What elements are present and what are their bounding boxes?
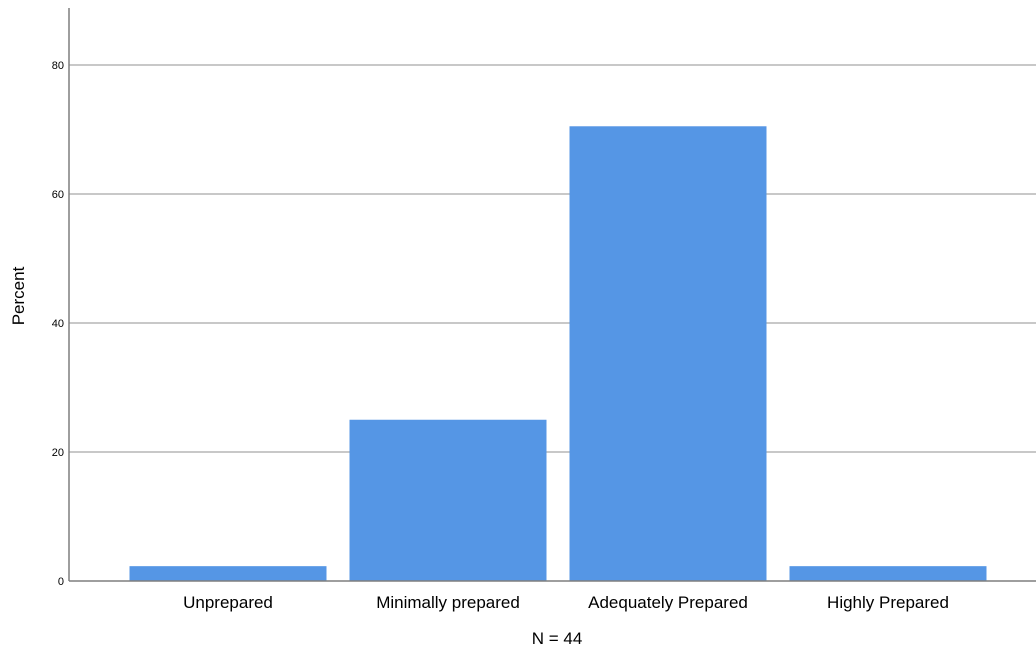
x-tick-label: Highly Prepared	[827, 593, 949, 612]
x-tick-label: Minimally prepared	[376, 593, 520, 612]
bar-unprepared	[129, 566, 327, 581]
x-tick-label: Adequately Prepared	[588, 593, 748, 612]
x-axis-title: N = 44	[532, 629, 583, 648]
y-tick-label: 80	[52, 60, 64, 72]
y-tick-label: 60	[52, 189, 64, 201]
y-tick-label: 0	[58, 576, 64, 588]
bar-adequately-prepared	[569, 126, 767, 582]
bars	[129, 126, 987, 582]
y-tick-labels: 0 20 40 60 80	[52, 60, 64, 588]
y-axis-title: Percent	[9, 266, 28, 325]
bar-minimally-prepared	[349, 419, 547, 581]
axes	[68, 8, 1036, 582]
bar-highly-prepared	[789, 566, 987, 581]
gridlines	[69, 64, 1036, 453]
y-tick-label: 20	[52, 447, 64, 459]
x-tick-labels: Unprepared Minimally prepared Adequately P…	[183, 593, 949, 612]
x-tick-label: Unprepared	[183, 593, 273, 612]
y-tick-label: 40	[52, 318, 64, 330]
